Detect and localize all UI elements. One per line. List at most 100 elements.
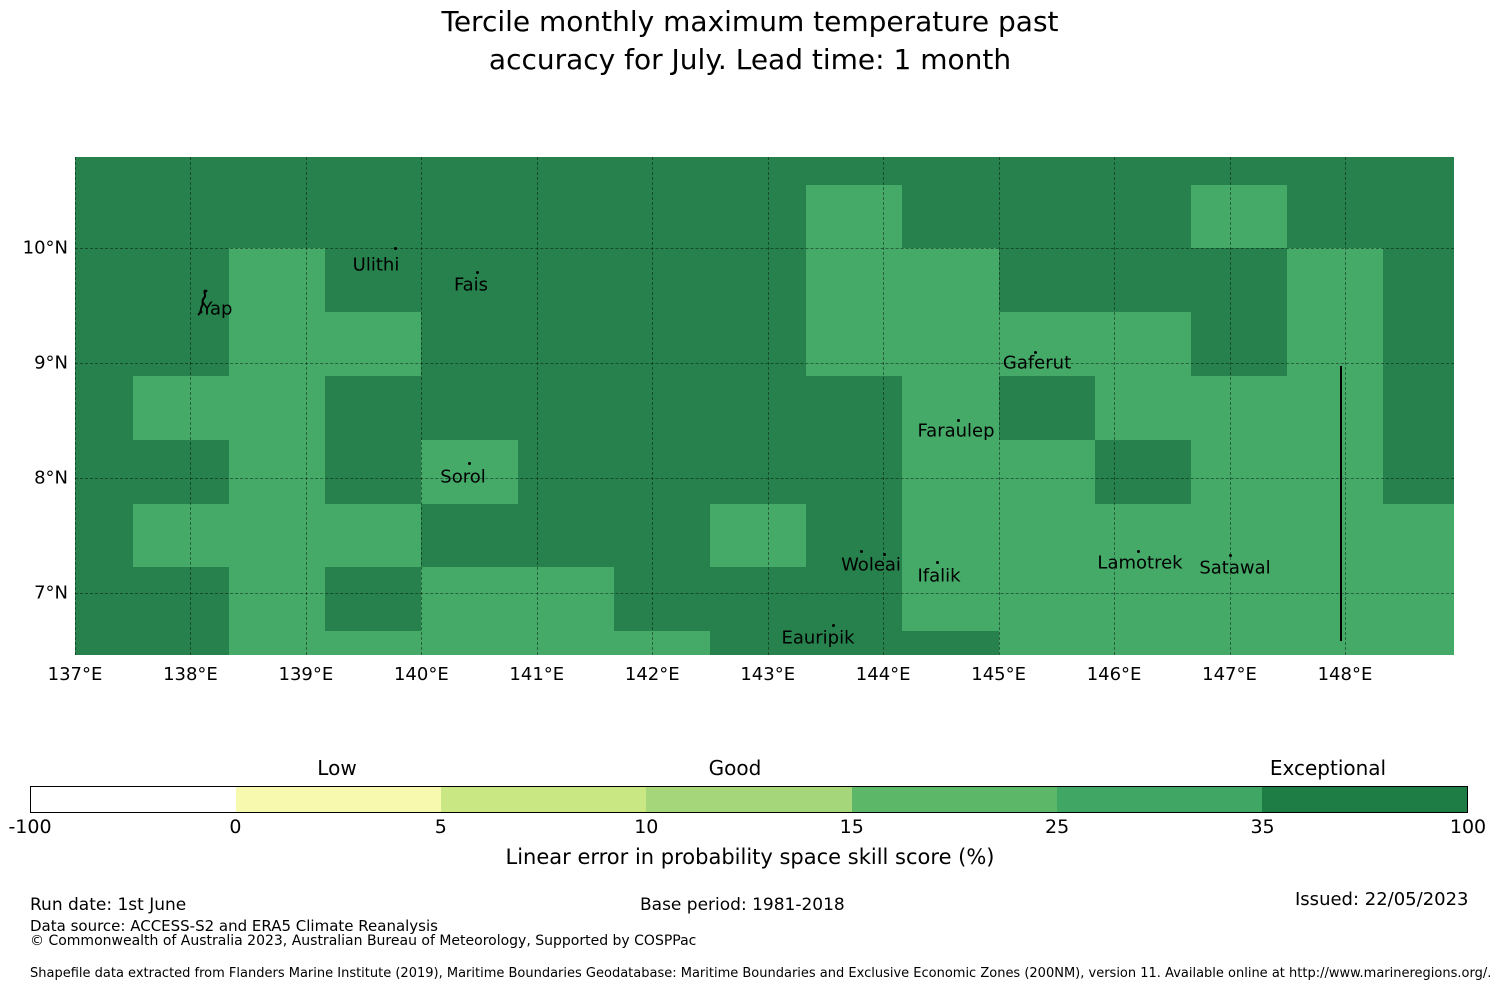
map-cell bbox=[1383, 184, 1454, 249]
map-cell bbox=[613, 631, 710, 655]
map-cell bbox=[1094, 157, 1192, 185]
map-cell bbox=[1094, 312, 1192, 377]
map-cell bbox=[1191, 376, 1288, 440]
map-cell bbox=[709, 184, 807, 249]
map-cell bbox=[1287, 567, 1384, 632]
island-dot bbox=[860, 550, 863, 553]
map-cell bbox=[998, 376, 1095, 440]
map-cell bbox=[1191, 248, 1288, 313]
copyright-text: © Commonwealth of Australia 2023, Austra… bbox=[30, 933, 697, 949]
map-cell bbox=[1094, 503, 1192, 568]
grid-line-horizontal bbox=[75, 592, 1454, 594]
x-axis-tick-label: 147°E bbox=[1202, 664, 1257, 685]
map-cell bbox=[902, 184, 999, 249]
x-axis-tick-label: 148°E bbox=[1317, 664, 1373, 685]
map-cell bbox=[132, 312, 229, 377]
colorbar-tick-label: 100 bbox=[1449, 816, 1487, 838]
map-cell bbox=[998, 184, 1095, 249]
map-cell bbox=[228, 631, 326, 655]
map-cell bbox=[228, 184, 326, 249]
map-cell bbox=[517, 631, 614, 655]
x-axis-tick-label: 137°E bbox=[47, 664, 103, 685]
map-cell bbox=[1287, 376, 1384, 440]
colorbar-tick-label: 25 bbox=[1045, 816, 1070, 838]
map-cell bbox=[613, 503, 710, 568]
map-cell bbox=[806, 503, 903, 568]
map-cell bbox=[1287, 439, 1384, 504]
map-cell bbox=[325, 503, 422, 568]
map-cell bbox=[998, 439, 1095, 504]
map-cell bbox=[1383, 157, 1454, 185]
map-cell bbox=[132, 184, 229, 249]
map-cell bbox=[709, 439, 807, 504]
colorbar-segment bbox=[236, 787, 442, 812]
map-cell bbox=[1094, 631, 1192, 655]
map-cell bbox=[1287, 184, 1384, 249]
island-dot bbox=[936, 561, 939, 564]
colorbar-segment bbox=[646, 787, 852, 812]
map-cell bbox=[1383, 631, 1454, 655]
grid-line-vertical bbox=[305, 157, 307, 655]
map-cell bbox=[998, 157, 1095, 185]
map-cell bbox=[325, 631, 422, 655]
map-cell bbox=[613, 248, 710, 313]
map-cell bbox=[421, 567, 518, 632]
grid-line-horizontal bbox=[75, 248, 1454, 250]
map-cell bbox=[228, 439, 326, 504]
map-cell bbox=[325, 567, 422, 632]
colorbar-tick-label: 35 bbox=[1250, 816, 1275, 838]
skill-map: Yap Ulithi Fais Sorol Gaferut Faraulep Woleai I… bbox=[75, 157, 1454, 655]
map-cell bbox=[75, 312, 133, 377]
map-cell bbox=[325, 248, 422, 313]
map-cell bbox=[517, 376, 614, 440]
grid-line-vertical bbox=[652, 157, 654, 655]
map-cell bbox=[1191, 184, 1288, 249]
grid-line-vertical bbox=[421, 157, 423, 655]
map-cell bbox=[902, 567, 999, 632]
map-cell bbox=[806, 248, 903, 313]
map-cell bbox=[613, 184, 710, 249]
map-cell bbox=[75, 503, 133, 568]
island-dot bbox=[476, 271, 479, 274]
island-label: Ulithi bbox=[352, 254, 400, 276]
map-cell bbox=[228, 376, 326, 440]
map-cell bbox=[998, 631, 1095, 655]
map-cell bbox=[998, 503, 1095, 568]
map-cell bbox=[1287, 157, 1384, 185]
map-cell bbox=[1094, 248, 1192, 313]
island-label: Gaferut bbox=[1002, 352, 1072, 374]
x-axis-tick-label: 141°E bbox=[509, 664, 565, 685]
map-cell bbox=[613, 312, 710, 377]
map-cell bbox=[228, 503, 326, 568]
map-cell bbox=[1383, 567, 1454, 632]
island-label: Fais bbox=[453, 274, 489, 296]
map-cell bbox=[709, 503, 807, 568]
grid-line-vertical bbox=[998, 157, 1000, 655]
map-cell bbox=[1287, 631, 1384, 655]
base-period-text: Base period: 1981-2018 bbox=[640, 895, 845, 915]
y-axis-tick-label: 10°N bbox=[22, 237, 68, 259]
colorbar-segment bbox=[1261, 787, 1467, 812]
map-cell bbox=[613, 567, 710, 632]
map-cell bbox=[517, 567, 614, 632]
grid-line-horizontal bbox=[75, 478, 1454, 480]
map-cell bbox=[1383, 503, 1454, 568]
map-cell bbox=[421, 376, 518, 440]
map-cell bbox=[1191, 631, 1288, 655]
skill-category-label: Low bbox=[317, 756, 357, 780]
map-cell bbox=[902, 503, 999, 568]
map-cell bbox=[228, 312, 326, 377]
grid-line-vertical bbox=[1229, 157, 1231, 655]
grid-line-vertical bbox=[883, 157, 885, 655]
colorbar-segment bbox=[31, 787, 237, 812]
grid-line-vertical bbox=[1344, 157, 1346, 655]
map-cell bbox=[325, 184, 422, 249]
issued-date-text: Issued: 22/05/2023 bbox=[1295, 889, 1469, 910]
x-axis-tick-label: 139°E bbox=[278, 664, 334, 685]
island-label: Ifalik bbox=[917, 565, 961, 587]
x-axis-tick-label: 143°E bbox=[740, 664, 796, 685]
map-cell bbox=[1094, 376, 1192, 440]
map-cell bbox=[517, 157, 614, 185]
island-label: Lamotrek bbox=[1097, 552, 1183, 574]
island-label: Faraulep bbox=[917, 420, 995, 442]
